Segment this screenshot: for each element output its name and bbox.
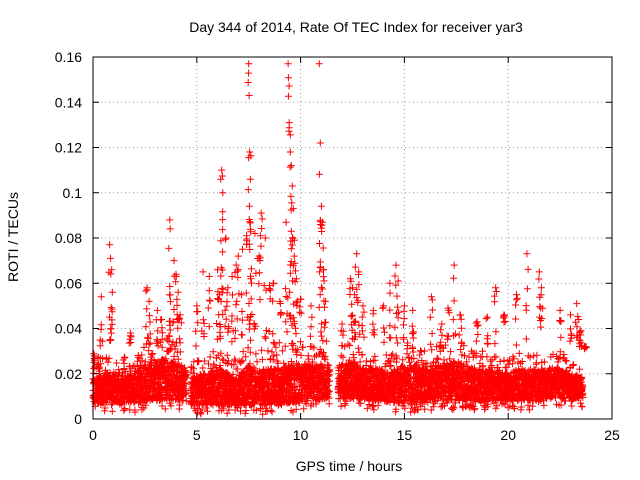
grid-lines [93, 57, 612, 419]
data-point [427, 406, 435, 414]
data-point [206, 353, 214, 361]
data-point [421, 347, 429, 355]
data-point [346, 342, 354, 349]
data-point [433, 354, 441, 362]
data-point [121, 405, 129, 412]
data-point [525, 406, 533, 414]
data-point [252, 350, 260, 358]
data-points [89, 60, 590, 418]
data-point [504, 404, 512, 412]
data-point [417, 348, 425, 356]
data-point [223, 409, 231, 417]
data-point [304, 352, 312, 360]
data-point [496, 358, 504, 365]
data-point [371, 356, 379, 364]
data-point [258, 346, 266, 354]
data-point [108, 407, 116, 415]
data-point [409, 345, 417, 352]
data-point [337, 352, 345, 360]
data-point [176, 348, 184, 356]
data-point [105, 354, 113, 362]
data-point [370, 406, 378, 414]
data-point [234, 365, 242, 373]
data-point [492, 353, 500, 361]
chart-title: Day 344 of 2014, Rate Of TEC Index for r… [189, 19, 523, 35]
data-point [526, 353, 534, 361]
data-point [218, 355, 226, 363]
data-point [518, 358, 526, 365]
data-point [428, 346, 436, 354]
data-point [129, 362, 137, 370]
data-point [199, 364, 207, 372]
data-point [409, 348, 417, 356]
data-point [510, 403, 518, 411]
data-point [540, 401, 548, 409]
data-point [204, 407, 211, 415]
data-point [197, 410, 205, 418]
data-point [287, 407, 295, 414]
data-point [515, 349, 523, 357]
data-point [209, 348, 217, 356]
data-point [486, 357, 494, 365]
data-point [320, 354, 328, 362]
data-point [149, 350, 157, 358]
data-point [268, 348, 276, 356]
data-point [131, 408, 139, 416]
data-point [483, 353, 491, 361]
data-point [339, 353, 347, 361]
data-point [447, 348, 455, 356]
data-point [223, 351, 231, 359]
data-point [399, 356, 407, 364]
data-point [354, 344, 362, 352]
data-point [145, 347, 153, 355]
data-point [457, 346, 465, 353]
data-point [479, 347, 486, 355]
data-point [437, 403, 445, 411]
data-point [113, 359, 121, 367]
data-point [297, 351, 305, 359]
data-point [362, 357, 370, 365]
data-point [268, 408, 276, 416]
data-point [389, 350, 397, 358]
data-point [195, 358, 203, 366]
data-point [506, 356, 514, 364]
data-point [533, 351, 541, 359]
data-point [310, 344, 318, 352]
data-point [264, 347, 272, 355]
data-point [101, 404, 109, 412]
data-point [530, 352, 538, 360]
data-point [104, 358, 112, 366]
